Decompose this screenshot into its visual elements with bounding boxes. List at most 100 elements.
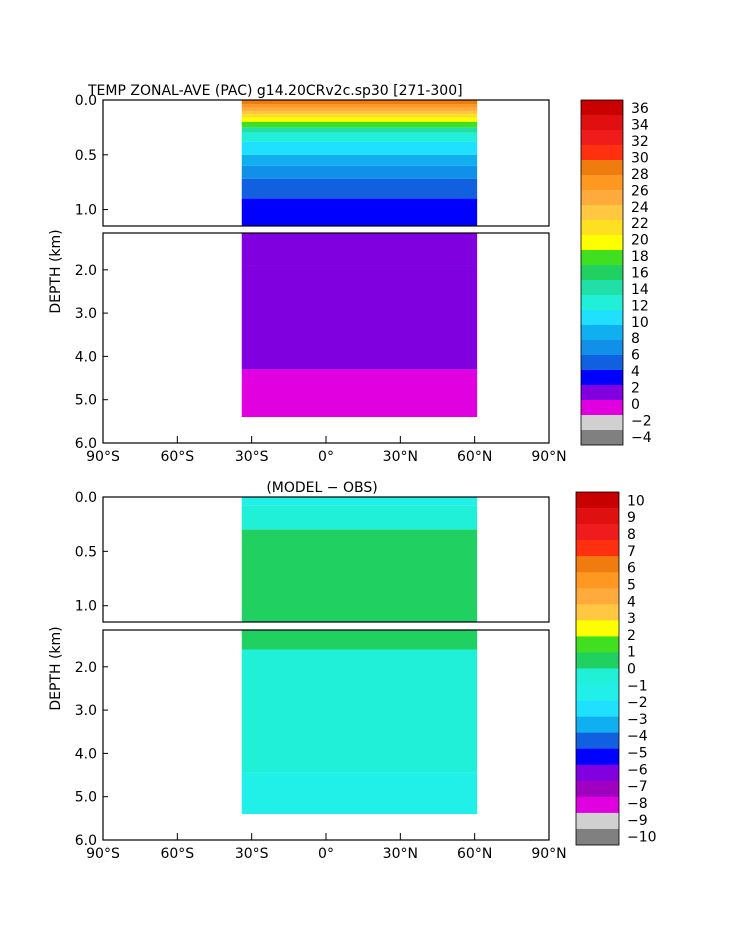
upper-band-13 <box>241 198 478 226</box>
colorbar-swatch <box>581 205 623 221</box>
lower-band-2 <box>241 369 478 418</box>
colorbar-label: 9 <box>627 510 636 526</box>
colorbar-label: 3 <box>627 611 636 627</box>
upper-y-tick-label: 0.5 <box>75 544 97 560</box>
colorbar-swatch <box>576 588 619 605</box>
x-tick-label: 90°N <box>531 449 566 465</box>
lower-y-tick-label: 5.0 <box>75 393 97 409</box>
colorbar-label: 14 <box>631 282 649 298</box>
x-tick-label: 90°S <box>86 449 120 465</box>
temperature-panel: TEMP ZONAL-AVE (PAC) g14.20CRv2c.sp30 [2… <box>48 83 652 465</box>
x-tick-label: 60°N <box>457 449 492 465</box>
x-tick-label: 30°S <box>235 449 269 465</box>
colorbar-swatch <box>576 636 619 653</box>
colorbar-swatch <box>581 250 623 266</box>
colorbar-swatch <box>576 508 619 525</box>
upper-band-1 <box>241 505 478 530</box>
colorbar-label: 2 <box>631 381 640 397</box>
colorbar-swatch <box>576 812 619 830</box>
y-axis-label: DEPTH (km) <box>48 626 64 710</box>
colorbar-swatch <box>581 370 623 386</box>
colorbar-swatch <box>581 235 623 251</box>
panel-title: (MODEL − OBS) <box>266 480 377 496</box>
colorbar-swatch <box>576 652 619 669</box>
upper-band-7 <box>241 127 478 133</box>
upper-frame <box>102 496 550 623</box>
colorbar-swatch <box>581 115 623 131</box>
upper-y-tick-label: 1.0 <box>75 599 97 615</box>
upper-band-5 <box>241 117 478 122</box>
colorbar-swatch <box>576 524 619 541</box>
colorbar-label: 4 <box>631 364 640 380</box>
colorbar-label: 36 <box>631 101 649 117</box>
colorbar-label: 10 <box>627 493 645 509</box>
upper-y-tick-label: 1.0 <box>75 203 97 219</box>
lower-y-tick-label: 2.0 <box>75 660 97 676</box>
colorbar-swatch <box>581 220 623 236</box>
colorbar-label: 34 <box>631 118 649 134</box>
model-minus-obs-panel: (MODEL − OBS) 0.0 0.5 1.0 2.0 3.0 4.0 5.0 6.0 DEP… <box>48 480 657 862</box>
upper-band-10 <box>241 154 478 166</box>
upper-band-4 <box>241 114 478 118</box>
lower-band-0 <box>241 233 478 266</box>
upper-band-9 <box>241 141 478 155</box>
lower-y-tick-label: 6.0 <box>75 833 97 849</box>
lower-y-tick-label: 4.0 <box>75 746 97 762</box>
colorbar-label: 1 <box>627 645 636 661</box>
lower-y-tick-label: 5.0 <box>75 790 97 806</box>
colorbar-label: 8 <box>627 527 636 543</box>
colorbar-label: 20 <box>631 233 649 249</box>
colorbar-swatch <box>576 604 619 621</box>
colorbar-swatch <box>576 780 619 798</box>
colorbar-label: 0 <box>627 662 636 678</box>
colorbar-swatch <box>581 400 623 416</box>
colorbar-label: 26 <box>631 183 649 199</box>
colorbar-label: −4 <box>627 729 648 745</box>
colorbar-swatch <box>576 700 619 717</box>
colorbar-swatch <box>581 385 623 401</box>
colorbar-label: 8 <box>631 331 640 347</box>
colorbar-label: −6 <box>627 762 648 778</box>
colorbar-label: 30 <box>631 151 649 167</box>
lower-y-tick-label: 3.0 <box>75 306 97 322</box>
colorbar-label: 10 <box>631 315 649 331</box>
lower-y-tick-label: 2.0 <box>75 263 97 279</box>
y-axis-label: DEPTH (km) <box>48 229 64 313</box>
colorbar-swatch <box>581 130 623 146</box>
upper-band-12 <box>241 178 478 199</box>
x-tick-label: 0° <box>318 846 334 862</box>
panel-title: TEMP ZONAL-AVE (PAC) g14.20CRv2c.sp30 [2… <box>87 83 463 99</box>
upper-band-8 <box>241 132 478 142</box>
upper-band-3 <box>241 110 478 115</box>
colorbar-label: −8 <box>627 796 648 812</box>
colorbar-swatch <box>581 190 623 206</box>
lower-band-1 <box>241 649 478 773</box>
colorbar-label: 7 <box>627 544 636 560</box>
colorbar-label: 28 <box>631 167 649 183</box>
colorbar-swatch <box>576 684 619 701</box>
upper-band-2 <box>241 107 478 111</box>
colorbar-label: 5 <box>627 577 636 593</box>
colorbar-label: 2 <box>627 628 636 644</box>
colorbar-swatch <box>581 415 623 431</box>
lower-band-1 <box>241 265 478 370</box>
x-tick-label: 60°S <box>160 846 194 862</box>
colorbar-swatch <box>576 540 619 557</box>
colorbar-label: 6 <box>627 561 636 577</box>
upper-band-0 <box>241 497 478 506</box>
colorbar-label: 24 <box>631 200 649 216</box>
x-tick-label: 90°N <box>531 846 566 862</box>
colorbar-label: −2 <box>627 695 648 711</box>
colorbar-swatch <box>576 748 619 766</box>
colorbar-swatch <box>576 556 619 573</box>
lower-y-tick-label: 4.0 <box>75 349 97 365</box>
x-tick-label: 60°N <box>457 846 492 862</box>
colorbar-label: −7 <box>627 779 648 795</box>
upper-band-2 <box>241 529 478 622</box>
colorbar-swatch <box>576 620 619 637</box>
colorbar-swatch <box>581 325 623 341</box>
colorbar-frame <box>580 99 624 446</box>
colorbar-label: 0 <box>631 397 640 413</box>
upper-band-11 <box>241 165 478 179</box>
